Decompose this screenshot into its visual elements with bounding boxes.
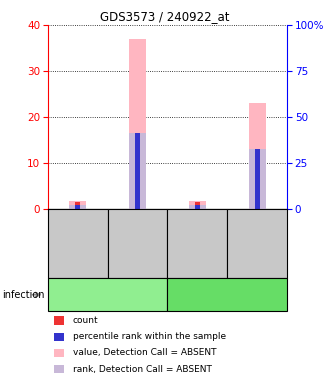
Bar — [255, 149, 260, 209]
Bar — [189, 201, 206, 209]
Text: control: control — [211, 290, 244, 300]
Text: value, Detection Call = ABSENT: value, Detection Call = ABSENT — [73, 348, 216, 358]
Bar — [255, 202, 260, 209]
Text: infection: infection — [2, 290, 44, 300]
Text: percentile rank within the sample: percentile rank within the sample — [73, 332, 226, 341]
Bar — [75, 205, 80, 209]
Bar — [129, 39, 146, 209]
Bar — [129, 133, 146, 209]
Bar — [189, 205, 206, 209]
Bar — [249, 149, 266, 209]
Text: count: count — [73, 316, 98, 325]
Text: GSM321605: GSM321605 — [193, 217, 202, 271]
Bar — [135, 133, 140, 209]
Bar — [69, 201, 86, 209]
Bar — [135, 202, 140, 209]
Bar — [249, 103, 266, 209]
Text: GSM321608: GSM321608 — [133, 217, 142, 271]
Text: GDS3573 / 240922_at: GDS3573 / 240922_at — [100, 10, 230, 23]
Text: C. pneumonia: C. pneumonia — [74, 290, 142, 300]
Bar — [195, 205, 200, 209]
Bar — [195, 202, 200, 209]
Text: GSM321607: GSM321607 — [73, 217, 82, 271]
Text: rank, Detection Call = ABSENT: rank, Detection Call = ABSENT — [73, 364, 212, 374]
Text: GSM321606: GSM321606 — [253, 217, 262, 271]
Bar — [75, 202, 80, 209]
Bar — [69, 205, 86, 209]
